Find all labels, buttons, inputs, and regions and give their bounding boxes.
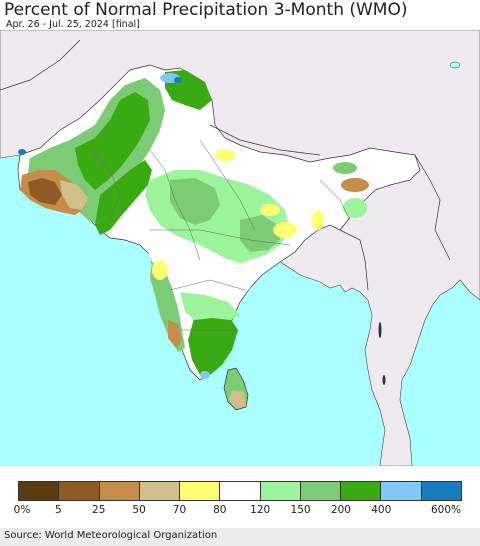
nicobar-islands <box>382 375 386 385</box>
legend-tick-label: 80 <box>213 504 227 516</box>
legend-tick-labels: 0% 5 25 50 70 80 120 150 200 400 600% <box>0 504 480 518</box>
legend-swatch <box>59 482 100 500</box>
zone-tan-northeast <box>341 178 369 192</box>
legend-tick-label: 200 <box>330 504 351 516</box>
color-legend <box>18 481 462 501</box>
legend-swatch <box>220 482 261 500</box>
map-subtitle: Apr. 26 - Jul. 25, 2024 [final] <box>6 19 140 30</box>
boundaries <box>89 139 351 331</box>
zone-green-central <box>170 178 220 225</box>
legend-tick-label: 0% <box>13 504 31 516</box>
sri-lanka-dry <box>229 390 246 409</box>
zone-yellow-e <box>312 210 324 230</box>
legend-tick-label: 400 <box>371 504 392 516</box>
zone-darkgreen-pakistan <box>75 92 150 190</box>
zone-green-bangladesh <box>343 198 367 218</box>
legend-swatch <box>99 482 140 500</box>
legend-swatch <box>19 482 60 500</box>
legend-swatch <box>381 482 422 500</box>
map-title: Percent of Normal Precipitation 3-Month … <box>4 0 408 20</box>
zone-darkbrown-balochistan <box>28 178 62 205</box>
precipitation-map <box>0 30 480 466</box>
zone-green-northeast <box>333 162 357 174</box>
zone-yellow-b <box>273 222 297 238</box>
legend-tick-label: 5 <box>55 504 62 516</box>
source-credit: Source: World Meteorological Organizatio… <box>4 530 218 541</box>
andaman-islands <box>378 322 382 338</box>
legend-swatch <box>421 482 461 500</box>
legend-tick-label: 120 <box>250 504 271 516</box>
legend-tick-label: 25 <box>92 504 106 516</box>
zone-yellow-d <box>152 260 168 280</box>
country-boundaries <box>0 39 451 291</box>
zone-white-deccan <box>148 230 258 305</box>
zone-lightgreen-south <box>180 292 240 320</box>
legend-swatch <box>300 482 342 500</box>
legend-swatch <box>180 482 221 500</box>
zone-darkgreen-indus <box>95 160 152 235</box>
legend-tick-label: 70 <box>172 504 187 516</box>
legend-tick-label: 600% <box>430 504 462 516</box>
zone-darkblue-north <box>174 77 182 83</box>
zone-yellow-a <box>260 204 280 216</box>
legend-swatch <box>139 482 181 500</box>
zone-blue-south <box>200 371 210 379</box>
zone-blue-west <box>18 149 26 155</box>
legend-tick-label: 150 <box>290 504 311 516</box>
zone-tan-balochistan <box>60 180 88 210</box>
footer: Source: World Meteorological Organizatio… <box>0 528 480 546</box>
tibet-lake <box>449 61 461 69</box>
legend-swatch <box>341 482 382 500</box>
legend-tick-label: 50 <box>132 504 146 516</box>
zone-yellow-c <box>215 149 235 161</box>
zone-tan-south <box>168 320 182 348</box>
zone-darkgreen-southeast <box>188 310 238 375</box>
legend-swatch <box>260 482 301 500</box>
